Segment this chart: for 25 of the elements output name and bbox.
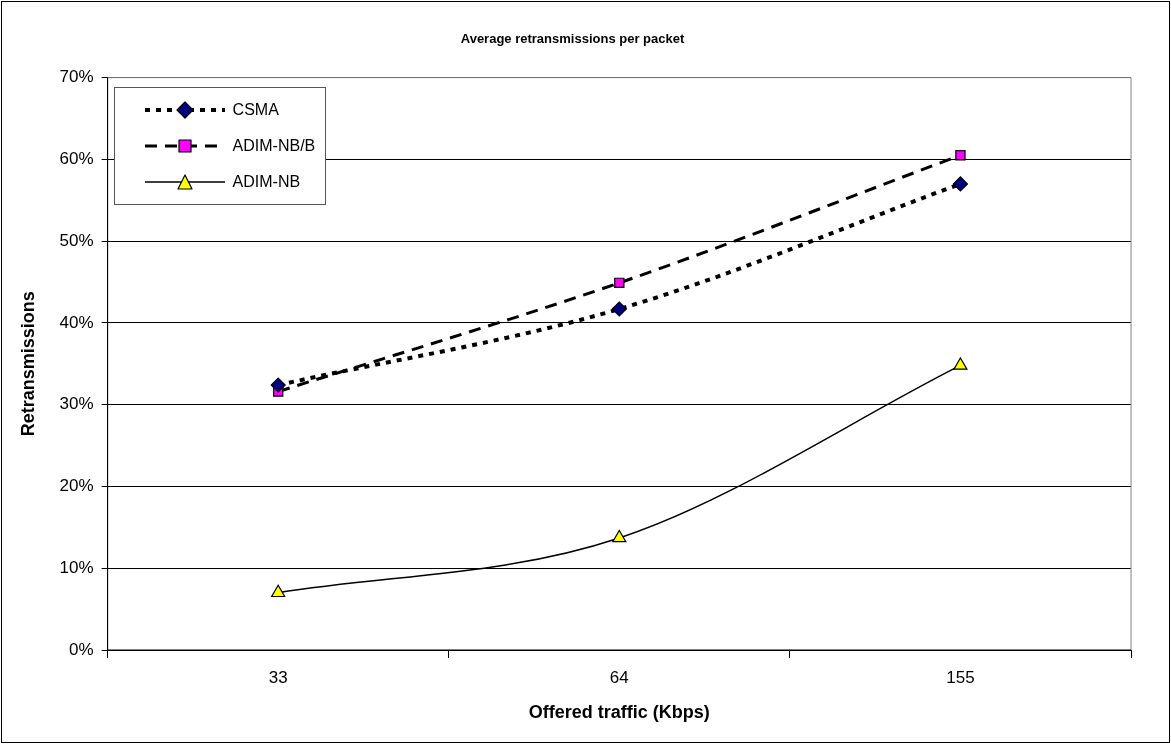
y-tick-label: 70%	[59, 67, 94, 87]
y-axis-title: Retransmissions	[17, 291, 38, 437]
x-tick-label: 64	[609, 667, 629, 687]
point	[611, 301, 627, 317]
legend-label: ADIM-NB/B	[232, 136, 316, 155]
y-tick-label: 0%	[69, 639, 94, 659]
legend-label: ADIM-NB	[232, 172, 301, 191]
y-tick-label: 60%	[59, 149, 94, 169]
point	[953, 357, 968, 370]
x-axis-title: Offered traffic (Kbps)	[528, 702, 710, 723]
y-tick-label: 40%	[59, 312, 94, 332]
point	[955, 150, 966, 161]
point	[271, 584, 286, 598]
point	[614, 277, 625, 289]
y-tick-label: 20%	[59, 476, 94, 496]
x-tick-label: 33	[268, 667, 288, 687]
point	[612, 529, 627, 543]
y-tick-label: 10%	[59, 557, 94, 577]
point	[952, 176, 969, 192]
y-tick-label: 50%	[59, 230, 94, 250]
chart-title: Average retransmissions per packet	[460, 31, 685, 47]
legend-label: CSMA	[232, 100, 279, 119]
x-tick-label: 155	[946, 667, 975, 687]
y-tick-label: 30%	[59, 394, 94, 414]
point	[270, 377, 286, 393]
